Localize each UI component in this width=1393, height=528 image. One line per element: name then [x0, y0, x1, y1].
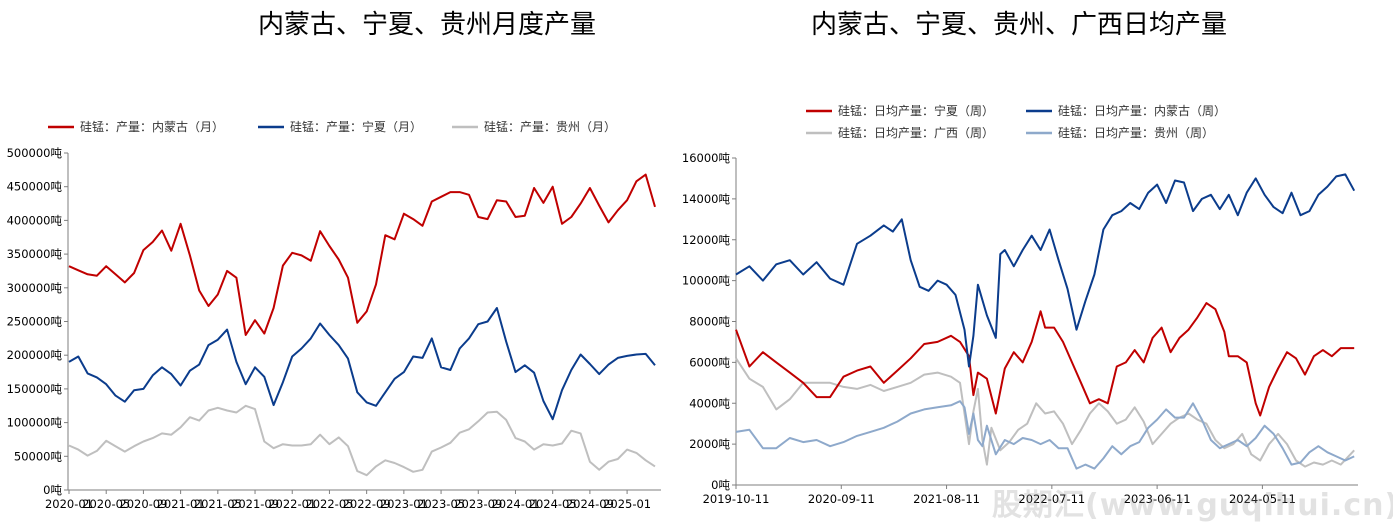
right-y-tick-label: 14000吨	[682, 192, 731, 206]
left-x-tick-label: 2023-05	[417, 497, 465, 511]
right-legend-label: 硅锰：日均产量：内蒙古（周）	[1058, 103, 1226, 118]
right-series-line	[735, 400, 1355, 470]
right-y-tick-label: 0吨	[711, 478, 730, 492]
right-series-line	[735, 173, 1356, 368]
right-series-line	[735, 302, 1355, 417]
left-series-line	[68, 404, 656, 477]
left-x-tick-label: 2025-01	[603, 497, 651, 511]
left-x-tick-label: 2023-09	[454, 497, 502, 511]
right-series-line	[735, 357, 1355, 468]
right-x-tick-label: 2024-05-11	[1229, 492, 1296, 506]
left-series-line	[68, 173, 656, 336]
left-y-tick-label: 400000吨	[7, 213, 63, 227]
left-x-tick-label: 2021-09	[231, 497, 279, 511]
right-y-tick-label: 16000吨	[682, 151, 731, 165]
left-series-line	[68, 307, 656, 421]
left-x-tick-label: 2022-05	[305, 497, 353, 511]
left-x-tick-label: 2022-09	[343, 497, 391, 511]
left-x-tick-label: 2021-05	[194, 497, 242, 511]
right-y-tick-label: 2000吨	[689, 437, 730, 451]
watermark: 股期汇(www.guqihui.cn)	[992, 488, 1393, 523]
right-x-tick-label: 2019-10-11	[703, 492, 770, 506]
left-y-tick-label: 250000吨	[7, 315, 63, 329]
right-y-tick-label: 4000吨	[689, 396, 730, 410]
left-legend-label: 硅锰：产量：贵州（月）	[484, 119, 616, 134]
left-y-tick-label: 300000吨	[7, 281, 63, 295]
right-x-tick-label: 2022-07-11	[1018, 492, 1085, 506]
right-y-tick-label: 12000吨	[682, 233, 731, 247]
left-x-tick-label: 2020-05	[82, 497, 130, 511]
right-chart-title: 内蒙古、宁夏、贵州、广西日均产量	[811, 10, 1228, 40]
left-x-tick-label: 2022-01	[268, 497, 316, 511]
left-legend-label: 硅锰：产量：宁夏（月）	[290, 119, 422, 134]
left-x-tick-label: 2024-09	[566, 497, 614, 511]
left-y-tick-label: 150000吨	[7, 382, 63, 396]
right-y-tick-label: 10000吨	[682, 274, 731, 288]
left-chart-title: 内蒙古、宁夏、贵州月度产量	[258, 10, 597, 40]
left-y-tick-label: 0吨	[43, 483, 62, 497]
right-legend-label: 硅锰：日均产量：贵州（周）	[1058, 125, 1214, 140]
left-y-tick-label: 200000吨	[7, 348, 63, 362]
left-x-tick-label: 2020-01	[45, 497, 93, 511]
left-y-tick-label: 350000吨	[7, 247, 63, 261]
right-x-tick-label: 2020-09-11	[808, 492, 875, 506]
right-legend-label: 硅锰：日均产量：广西（周）	[838, 125, 994, 140]
right-x-tick-label: 2021-08-11	[913, 492, 980, 506]
right-legend-label: 硅锰：日均产量：宁夏（周）	[838, 103, 994, 118]
left-y-tick-label: 100000吨	[7, 416, 63, 430]
left-x-tick-label: 2024-01	[491, 497, 539, 511]
right-x-tick-label: 2023-06-11	[1124, 492, 1191, 506]
left-y-tick-label: 500000吨	[7, 146, 63, 160]
left-x-tick-label: 2024-05	[529, 497, 577, 511]
left-legend-label: 硅锰：产量：内蒙古（月）	[80, 119, 224, 134]
left-x-tick-label: 2023-01	[380, 497, 428, 511]
left-y-tick-label: 50000吨	[14, 449, 63, 463]
right-y-tick-label: 6000吨	[689, 355, 730, 369]
right-y-tick-label: 8000吨	[689, 315, 730, 329]
left-x-tick-label: 2021-01	[157, 497, 205, 511]
left-y-tick-label: 450000吨	[7, 180, 63, 194]
left-x-tick-label: 2020-09	[119, 497, 167, 511]
